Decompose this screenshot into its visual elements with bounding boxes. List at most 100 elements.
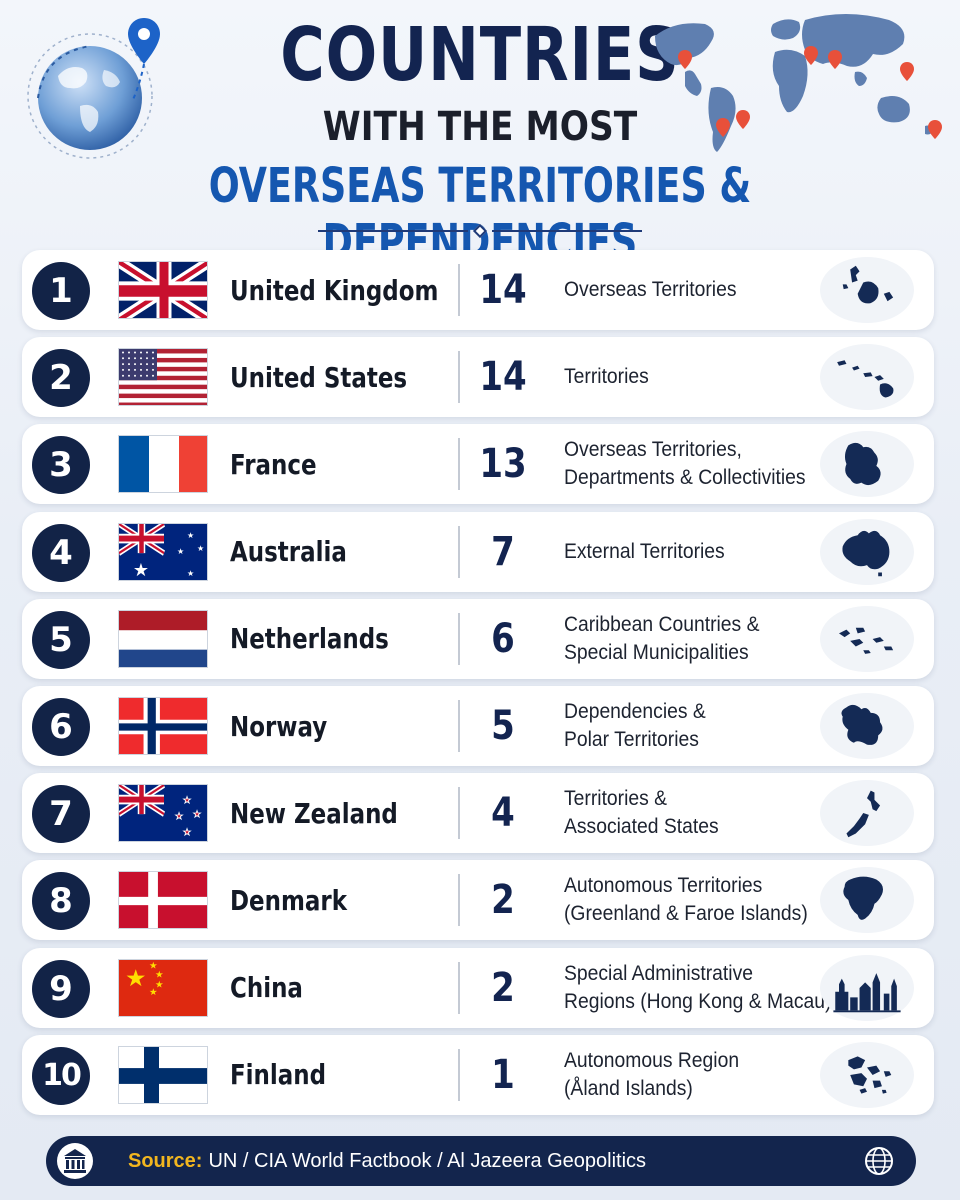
description-line-1: Caribbean Countries & (564, 612, 760, 636)
territory-description: Dependencies & Polar Territories (564, 686, 805, 766)
column-divider (458, 612, 460, 665)
description-line-1: Overseas Territories, (564, 438, 742, 462)
ranking-row: 9 ★ ★ ★ ★ ★ China 2 Special Administrative R… (22, 947, 934, 1028)
column-divider (458, 700, 460, 752)
ranking-row: 1 United Kingdom 14 Overseas Territories (22, 250, 934, 330)
source-text: UN / CIA World Factbook / Al Jazeera Geo… (208, 1149, 647, 1172)
ranking-row: 10 Finland 1 Autonomous Region (Åland Is… (22, 1034, 934, 1115)
us-islands-icon (820, 344, 914, 411)
territory-description: Special Administrative Regions (Hong Kon… (564, 948, 832, 1028)
ranking-row: 2 United States 14 Territories (22, 337, 934, 418)
ranking-row: 3 France 13 Overseas Territories, Depart… (22, 424, 934, 505)
ranking-row: 8 Denmark 2 Autonomous Territories (Gree… (22, 860, 934, 941)
description-line-1: Territories & (564, 787, 668, 811)
france-flag (118, 435, 208, 494)
column-divider (458, 525, 460, 578)
description-line-1: Territories (564, 365, 649, 389)
page-subtitle: WITH THE MOST (322, 104, 638, 150)
territory-count: 2 (491, 877, 515, 924)
denmark-flag (118, 871, 208, 930)
ranking-row: 7 ★ ★ ★ ★ New Zealand 4 Territories & Assoc… (22, 773, 934, 854)
country-name: United Kingdom (230, 273, 439, 307)
description-line-1: Autonomous Territories (564, 874, 763, 898)
svalbard-icon (820, 693, 914, 759)
aland-islands-icon (820, 1041, 914, 1108)
territory-description: Autonomous Territories (Greenland & Faro… (564, 860, 808, 940)
description-line-2: Regions (Hong Kong & Macau) (564, 989, 832, 1013)
svg-text:★: ★ (193, 810, 201, 820)
description-line-1: Autonomous Region (564, 1048, 740, 1072)
description-line-2: Polar Territories (564, 728, 699, 751)
rank-badge: 3 (32, 436, 90, 495)
greenland-icon (820, 867, 914, 934)
territory-count: 7 (491, 528, 515, 575)
svg-text:★: ★ (187, 531, 194, 540)
territory-description: Overseas Territories (564, 250, 805, 330)
norway-flag (118, 697, 208, 755)
skyline-icon (820, 954, 914, 1021)
svg-text:★: ★ (197, 544, 204, 553)
country-name: United States (230, 360, 408, 394)
caribbean-islands-icon (820, 605, 914, 672)
country-name: Finland (230, 1058, 327, 1092)
uk-flag (118, 261, 208, 319)
svg-text:★: ★ (133, 560, 149, 581)
australia-map-icon (820, 518, 914, 585)
page-title: COUNTRIES (280, 12, 680, 98)
territory-count: 6 (491, 615, 515, 662)
australia-flag: ★ ★ ★ ★ ★ (118, 522, 208, 581)
world-map-icon (645, 6, 950, 166)
territory-count: 14 (479, 354, 527, 401)
country-name: Australia (230, 535, 347, 569)
svg-text:★: ★ (187, 569, 194, 578)
country-name: New Zealand (230, 796, 398, 830)
territory-count: 5 (491, 703, 515, 749)
column-divider (458, 1048, 460, 1101)
description-line-1: External Territories (564, 539, 725, 563)
territory-description: External Territories (564, 512, 805, 592)
description-line-2: Departments & Collectivities (564, 466, 806, 490)
ranking-row: 5 Netherlands 6 Caribbean Countries & Sp… (22, 598, 934, 679)
svg-text:★: ★ (183, 828, 191, 838)
territory-description: Caribbean Countries & Special Municipali… (564, 599, 805, 679)
column-divider (458, 438, 460, 491)
rank-badge: 2 (32, 349, 90, 408)
territory-count: 1 (491, 1051, 515, 1098)
country-name: Netherlands (230, 622, 389, 656)
territory-description: Territories & Associated States (564, 773, 805, 853)
country-name: France (230, 447, 317, 481)
header: COUNTRIES WITH THE MOST OVERSEAS TERRITO… (0, 0, 960, 270)
source-bar: Source: UN / CIA World Factbook / Al Jaz… (46, 1136, 916, 1186)
ranking-row: 6 Norway 5 Dependencies & Polar Territor… (22, 686, 934, 766)
column-divider (458, 264, 460, 316)
country-name: Norway (230, 709, 328, 743)
column-divider (458, 874, 460, 927)
bank-icon (56, 1142, 94, 1180)
territory-count: 4 (491, 790, 515, 837)
svg-text:★: ★ (175, 812, 183, 822)
description-line-1: Dependencies & (564, 700, 706, 723)
new-zealand-flag: ★ ★ ★ ★ (118, 784, 208, 843)
globe-pin-icon (18, 14, 168, 164)
globe-icon (864, 1146, 894, 1176)
svg-text:★: ★ (155, 969, 164, 980)
svg-text:★: ★ (183, 796, 191, 806)
column-divider (458, 961, 460, 1014)
column-divider (458, 351, 460, 404)
china-flag: ★ ★ ★ ★ ★ (118, 958, 208, 1017)
rank-badge: 8 (32, 872, 90, 931)
svg-text:★: ★ (155, 979, 164, 990)
source-label: Source: (128, 1149, 203, 1172)
new-zealand-map-icon (820, 780, 914, 847)
description-line-2: Special Municipalities (564, 640, 749, 664)
column-divider (458, 787, 460, 840)
description-line-2: Associated States (564, 815, 719, 839)
rank-badge: 7 (32, 785, 90, 844)
rank-badge: 1 (32, 262, 90, 320)
svg-text:★: ★ (125, 964, 147, 992)
territory-description: Autonomous Region (Åland Islands) (564, 1035, 805, 1115)
country-name: China (230, 971, 303, 1005)
territory-count: 14 (479, 267, 527, 313)
description-line-2: (Greenland & Faroe Islands) (564, 902, 808, 926)
description-line-2: (Åland Islands) (564, 1076, 693, 1100)
